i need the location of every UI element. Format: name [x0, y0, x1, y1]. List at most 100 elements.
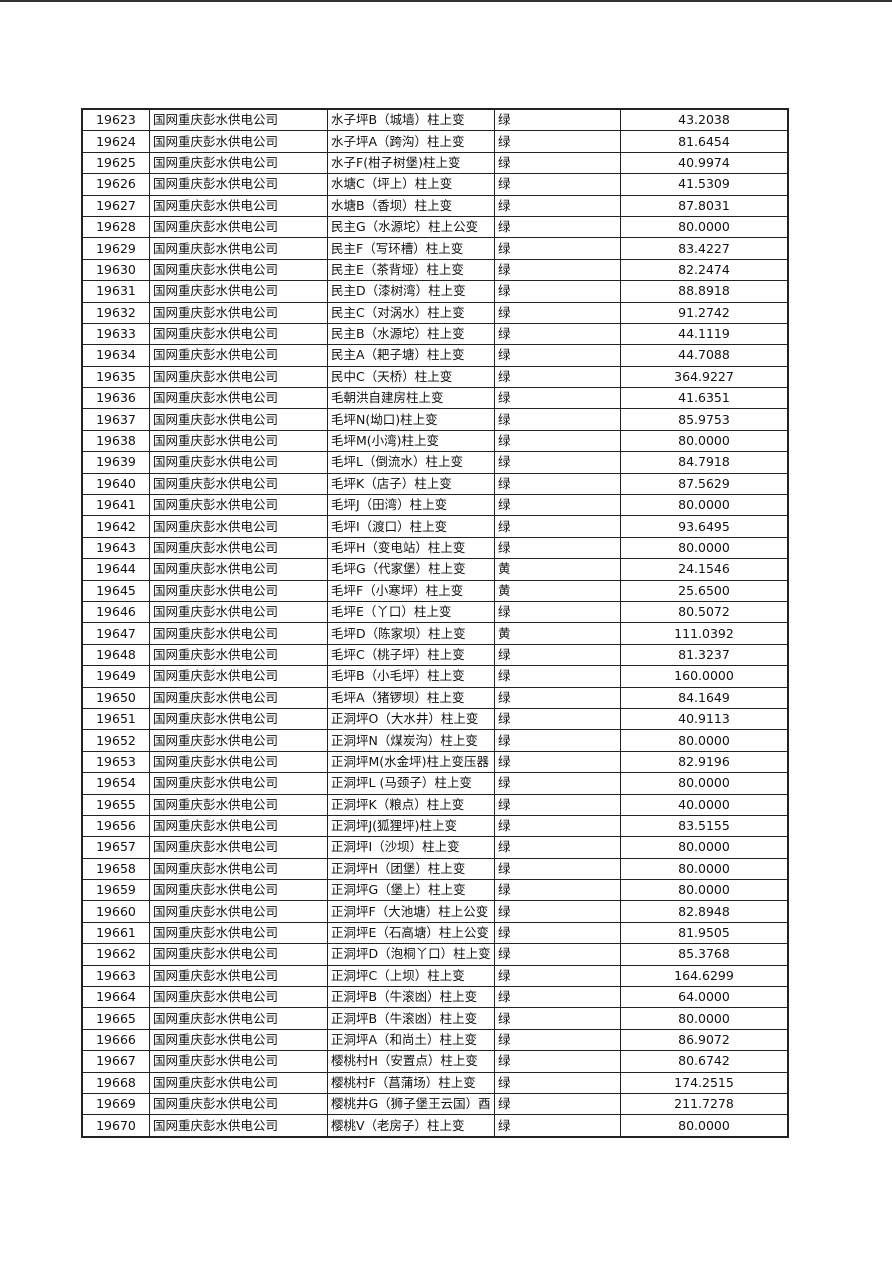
- company-cell: 国网重庆彭水供电公司: [149, 237, 328, 260]
- status-color-cell: 绿: [494, 643, 621, 667]
- status-color-cell: 绿: [494, 280, 621, 303]
- transformer-name-cell: 民主D（漆树湾）柱上变: [327, 280, 495, 303]
- status-color-cell: 绿: [494, 1092, 621, 1116]
- value-cell: 84.7918: [620, 451, 789, 474]
- status-color-cell: 绿: [494, 494, 621, 517]
- row-id: 19663: [81, 964, 150, 988]
- transformer-name-cell: 水子坪B（城墙）柱上变: [327, 108, 495, 132]
- value-cell: 84.1649: [620, 686, 789, 709]
- transformer-name-cell: 水子F(柑子树堡)柱上变: [327, 151, 495, 175]
- company-cell: 国网重庆彭水供电公司: [149, 900, 328, 923]
- company-cell: 国网重庆彭水供电公司: [149, 600, 328, 624]
- row-id: 19641: [81, 494, 150, 517]
- row-id: 19659: [81, 879, 150, 902]
- value-cell: 83.4227: [620, 237, 789, 260]
- company-cell: 国网重庆彭水供电公司: [149, 1050, 328, 1073]
- company-cell: 国网重庆彭水供电公司: [149, 515, 328, 538]
- value-cell: 40.9974: [620, 151, 789, 175]
- table-row: 19668 国网重庆彭水供电公司 樱桃村F（菖蒲场）柱上变绿 174.2515: [81, 1071, 789, 1094]
- transformer-name-cell: 毛朝洪自建房柱上变: [327, 387, 495, 410]
- table-row: 19627 国网重庆彭水供电公司 水塘B（香坝）柱上变绿 87.8031: [81, 194, 789, 217]
- status-color-cell: 绿: [494, 365, 621, 389]
- status-color-cell: 绿: [494, 986, 621, 1009]
- transformer-name-cell: 水塘B（香坝）柱上变: [327, 194, 495, 217]
- transformer-name-cell: 毛坪D（陈家坝）柱上变: [327, 622, 495, 645]
- status-color-cell: 绿: [494, 665, 621, 688]
- row-id: 19666: [81, 1028, 150, 1052]
- row-id: 19665: [81, 1007, 150, 1030]
- row-id: 19670: [81, 1114, 150, 1138]
- row-id: 19628: [81, 215, 150, 239]
- transformer-name-cell: 民主F（写环槽）柱上变: [327, 237, 495, 260]
- company-cell: 国网重庆彭水供电公司: [149, 494, 328, 517]
- value-cell: 82.2474: [620, 258, 789, 282]
- value-cell: 211.7278: [620, 1092, 789, 1116]
- transformer-name-cell: 水塘C（坪上）柱上变: [327, 173, 495, 196]
- status-color-cell: 黄: [494, 622, 621, 645]
- table-row: 19664 国网重庆彭水供电公司 正洞坪B（牛滚凼）柱上变绿 64.0000: [81, 986, 789, 1009]
- company-cell: 国网重庆彭水供电公司: [149, 194, 328, 217]
- transformer-name-cell: 毛坪C（桃子坪）柱上变: [327, 643, 495, 667]
- status-color-cell: 绿: [494, 451, 621, 474]
- status-color-cell: 黄: [494, 579, 621, 602]
- row-id: 19658: [81, 857, 150, 881]
- transformer-name-cell: 正洞坪I（沙坝）柱上变: [327, 836, 495, 859]
- status-color-cell: 绿: [494, 729, 621, 752]
- value-cell: 83.5155: [620, 814, 789, 838]
- table-row: 19623 国网重庆彭水供电公司 水子坪B（城墙）柱上变绿 43.2038: [81, 108, 789, 132]
- value-cell: 87.8031: [620, 194, 789, 217]
- table-row: 19659 国网重庆彭水供电公司 正洞坪G（堡上）柱上变绿 80.0000: [81, 879, 789, 902]
- company-cell: 国网重庆彭水供电公司: [149, 986, 328, 1009]
- company-cell: 国网重庆彭水供电公司: [149, 750, 328, 774]
- transformer-name-cell: 樱桃村H（安置点）柱上变: [327, 1050, 495, 1073]
- company-cell: 国网重庆彭水供电公司: [149, 622, 328, 645]
- table-row: 19630 国网重庆彭水供电公司 民主E（茶背垭）柱上变绿 82.2474: [81, 258, 789, 282]
- table-row: 19654 国网重庆彭水供电公司 正洞坪L (马颈子）柱上变绿 80.0000: [81, 772, 789, 795]
- table-row: 19649 国网重庆彭水供电公司 毛坪B（小毛坪）柱上变绿 160.0000: [81, 665, 789, 688]
- value-cell: 160.0000: [620, 665, 789, 688]
- value-cell: 87.5629: [620, 472, 789, 496]
- row-id: 19638: [81, 429, 150, 453]
- value-cell: 24.1546: [620, 558, 789, 581]
- company-cell: 国网重庆彭水供电公司: [149, 1114, 328, 1138]
- value-cell: 164.6299: [620, 964, 789, 988]
- status-color-cell: 绿: [494, 536, 621, 560]
- transformer-name-cell: 正洞坪C（上坝）柱上变: [327, 964, 495, 988]
- company-cell: 国网重庆彭水供电公司: [149, 643, 328, 667]
- row-id: 19636: [81, 387, 150, 410]
- row-id: 19629: [81, 237, 150, 260]
- transformer-name-cell: 正洞坪J(狐狸坪)柱上变: [327, 814, 495, 838]
- value-cell: 44.1119: [620, 322, 789, 346]
- company-cell: 国网重庆彭水供电公司: [149, 173, 328, 196]
- value-cell: 80.0000: [620, 536, 789, 560]
- status-color-cell: 绿: [494, 301, 621, 324]
- row-id: 19650: [81, 686, 150, 709]
- status-color-cell: 绿: [494, 387, 621, 410]
- company-cell: 国网重庆彭水供电公司: [149, 665, 328, 688]
- company-cell: 国网重庆彭水供电公司: [149, 301, 328, 324]
- company-cell: 国网重庆彭水供电公司: [149, 1028, 328, 1052]
- transformer-name-cell: 毛坪I（渡口）柱上变: [327, 515, 495, 538]
- value-cell: 80.0000: [620, 729, 789, 752]
- status-color-cell: 绿: [494, 258, 621, 282]
- value-cell: 64.0000: [620, 986, 789, 1009]
- value-cell: 81.3237: [620, 643, 789, 667]
- table-row: 19661 国网重庆彭水供电公司 正洞坪E（石高塘）柱上公变绿 81.9505: [81, 921, 789, 945]
- company-cell: 国网重庆彭水供电公司: [149, 1092, 328, 1116]
- company-cell: 国网重庆彭水供电公司: [149, 921, 328, 945]
- transformer-name-cell: 正洞坪F（大池塘）柱上公变: [327, 900, 495, 923]
- value-cell: 93.6495: [620, 515, 789, 538]
- company-cell: 国网重庆彭水供电公司: [149, 772, 328, 795]
- transformer-name-cell: 毛坪L（倒流水）柱上变: [327, 451, 495, 474]
- table-row: 19666 国网重庆彭水供电公司 正洞坪A（和尚土）柱上变绿 86.9072: [81, 1028, 789, 1052]
- row-id: 19649: [81, 665, 150, 688]
- table-row: 19670 国网重庆彭水供电公司 樱桃V（老房子）柱上变绿 80.0000: [81, 1114, 789, 1138]
- value-cell: 81.9505: [620, 921, 789, 945]
- row-id: 19645: [81, 579, 150, 602]
- company-cell: 国网重庆彭水供电公司: [149, 579, 328, 602]
- status-color-cell: 绿: [494, 1071, 621, 1094]
- table-row: 19669 国网重庆彭水供电公司 樱桃井G（狮子堡王云国）酉绿 211.7278: [81, 1092, 789, 1116]
- status-color-cell: 绿: [494, 173, 621, 196]
- table-row: 19642 国网重庆彭水供电公司 毛坪I（渡口）柱上变绿 93.6495: [81, 515, 789, 538]
- row-id: 19640: [81, 472, 150, 496]
